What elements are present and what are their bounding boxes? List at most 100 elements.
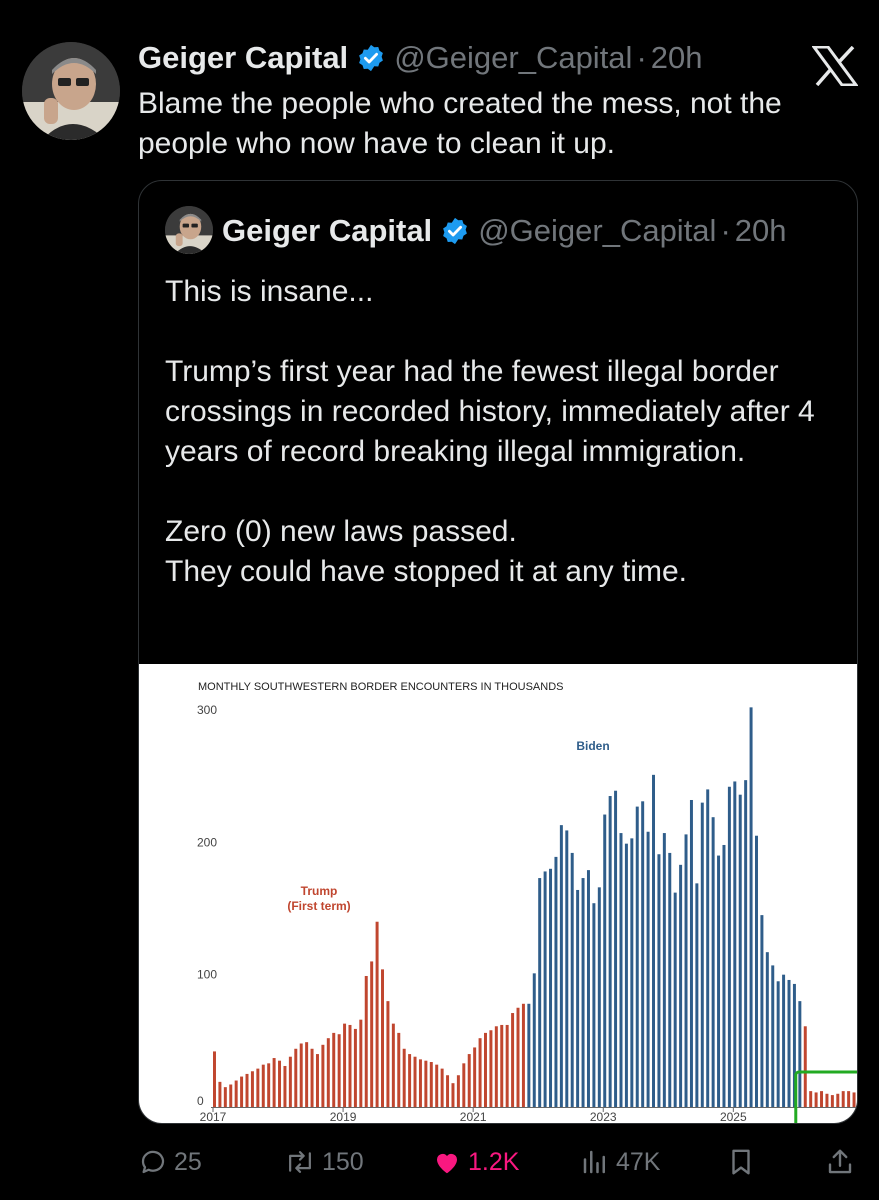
author-avatar[interactable] [22,42,120,140]
bar-trump [353,1028,357,1107]
bar-biden [597,887,601,1107]
bar-trump [364,975,368,1107]
bar-trump [256,1068,260,1107]
tweet-time[interactable]: 20h [650,40,703,75]
bar-trump [288,1056,292,1107]
tweet-text: Blame the people who created the mess, n… [138,87,782,160]
bar-trump [386,1001,390,1107]
bar-biden [657,854,661,1107]
bar-trump [283,1065,287,1107]
views-button[interactable]: 47K [580,1140,660,1184]
bar-biden [782,974,786,1107]
author-handle[interactable]: @Geiger_Capital [394,40,633,75]
quoted-paragraph-4: They could have stopped it at any time. [165,555,687,588]
share-icon [828,1149,852,1174]
bar-biden [586,870,590,1107]
bar-biden [592,903,596,1107]
repost-button[interactable]: 150 [284,1140,364,1184]
bar-biden [603,814,607,1107]
bar-biden [798,1001,802,1107]
bar-trump [315,1054,319,1107]
bar-biden [722,844,726,1107]
quoted-tweet-header: Geiger Capital @Geiger_Capital · 20h [222,213,787,249]
bar-trump [467,1054,471,1107]
bar-trump-second-term [825,1093,829,1107]
repost-count: 150 [322,1147,364,1176]
quoted-author-name: Geiger Capital [222,213,433,248]
bar-trump [462,1063,466,1107]
reply-button[interactable]: 25 [138,1140,202,1184]
like-button[interactable]: 1.2K [432,1140,519,1184]
bar-biden [744,780,748,1107]
bar-biden [755,835,758,1107]
bar-trump-second-term [852,1092,856,1107]
bar-trump [435,1064,439,1107]
bar-trump [505,1024,509,1107]
bar-biden [711,817,715,1107]
y-tick-label: 100 [197,968,217,982]
y-tick-label: 300 [197,703,217,717]
y-tick-label: 0 [197,1094,204,1108]
share-button[interactable] [826,1140,860,1184]
bar-trump [375,921,379,1107]
bar-biden [646,831,650,1107]
bar-trump [489,1030,493,1107]
annotation-label: (First term) [287,899,350,913]
bar-biden [641,801,645,1107]
bar-trump [245,1073,249,1107]
bar-biden [668,852,672,1107]
bar-biden [771,965,775,1107]
bar-trump [521,1003,525,1107]
tweet-header: Geiger Capital @Geiger_Capital · 20h [138,40,703,76]
bar-biden [614,790,618,1107]
bar-trump [326,1038,330,1107]
bar-biden [684,834,688,1107]
bar-trump [294,1048,298,1107]
bar-trump [494,1026,498,1107]
bar-trump-second-term [820,1091,824,1107]
bar-biden [727,786,731,1107]
bar-trump [429,1062,433,1107]
quoted-author-avatar [165,206,213,254]
heart-icon [437,1153,457,1174]
quoted-paragraph-1: This is insane... [165,275,374,308]
x-tick-label: 2017 [200,1110,227,1123]
bar-trump [305,1042,309,1107]
bar-biden [733,781,737,1107]
bookmark-button[interactable] [727,1140,761,1184]
separator-dot: · [636,40,647,75]
bar-biden [565,830,569,1107]
x-logo-icon[interactable] [811,45,859,87]
bar-biden [700,802,704,1107]
bar-trump-second-term [809,1091,813,1107]
bar-biden [624,843,628,1107]
bar-biden [532,973,536,1107]
chart-image[interactable]: MONTHLY SOUTHWESTERN BORDER ENCOUNTERS I… [139,664,857,1123]
bar-trump [391,1023,395,1107]
bar-trump [511,1013,515,1107]
bar-biden [570,852,574,1107]
bar-trump [478,1038,482,1107]
bar-biden [652,774,655,1107]
author-name[interactable]: Geiger Capital [138,40,349,75]
quoted-tweet-card[interactable] [138,180,858,1124]
bar-biden [527,1003,531,1107]
quoted-author-handle: @Geiger_Capital [478,213,717,248]
bar-trump [451,1083,455,1107]
x-axis-ticks: 2017 2019 2021 2023 2025 [200,1107,747,1123]
bar-trump [229,1084,233,1107]
chart-annotations: Trump(First term) Biden [287,739,609,913]
x-tick-label: 2023 [590,1110,617,1123]
bar-biden [619,833,623,1107]
y-tick-label: 200 [197,835,217,849]
bar-trump [267,1063,271,1107]
bar-trump [278,1060,282,1107]
quoted-paragraph-2: Trump’s first year had the fewest illega… [165,355,815,468]
bar-trump [348,1024,352,1107]
bar-trump [223,1087,227,1107]
bar-trump [473,1047,477,1107]
bar-trump [332,1032,336,1107]
bar-biden [749,707,753,1107]
bar-biden [543,871,547,1107]
bar-trump [516,1007,520,1107]
